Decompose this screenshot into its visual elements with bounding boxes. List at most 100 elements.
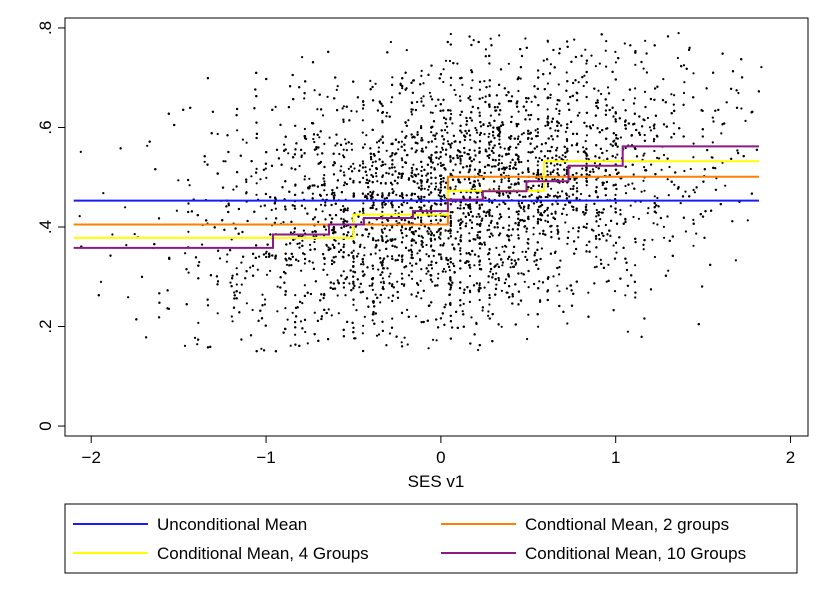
scatter-point xyxy=(609,234,612,237)
scatter-point xyxy=(454,93,457,96)
scatter-point xyxy=(439,253,442,256)
scatter-point xyxy=(198,261,201,264)
scatter-point xyxy=(483,133,486,136)
scatter-point xyxy=(345,183,348,186)
scatter-point xyxy=(361,160,364,163)
scatter-point xyxy=(459,204,462,207)
scatter-point xyxy=(487,310,490,313)
scatter-point xyxy=(640,190,643,193)
scatter-point xyxy=(316,153,319,156)
scatter-point xyxy=(711,116,714,119)
scatter-point xyxy=(587,158,590,161)
scatter-point xyxy=(303,175,307,178)
scatter-point xyxy=(653,149,656,153)
scatter-point xyxy=(437,157,441,160)
scatter-point xyxy=(412,163,415,166)
scatter-point xyxy=(188,184,191,187)
scatter-point xyxy=(508,216,511,219)
scatter-point xyxy=(667,194,670,197)
scatter-point xyxy=(368,284,371,287)
scatter-point xyxy=(419,279,422,282)
scatter-point xyxy=(652,140,656,143)
scatter-point xyxy=(614,168,618,171)
scatter-point xyxy=(304,330,307,334)
scatter-point xyxy=(371,288,374,291)
scatter-point xyxy=(647,207,650,210)
scatter-point xyxy=(510,234,513,237)
scatter-point xyxy=(646,116,650,120)
scatter-point xyxy=(235,267,238,270)
scatter-point xyxy=(407,119,410,122)
scatter-point xyxy=(634,241,637,244)
scatter-point xyxy=(553,178,556,181)
scatter-point xyxy=(484,148,487,151)
scatter-point xyxy=(265,176,268,179)
scatter-point xyxy=(449,84,452,87)
scatter-point xyxy=(434,104,437,107)
scatter-point xyxy=(725,101,728,104)
scatter-point xyxy=(599,258,602,261)
scatter-point xyxy=(371,164,374,167)
scatter-point xyxy=(391,188,394,191)
scatter-point xyxy=(524,225,527,228)
scatter-point xyxy=(520,272,523,275)
scatter-point xyxy=(379,138,382,141)
scatter-point xyxy=(302,229,305,232)
scatter-point xyxy=(304,137,307,140)
scatter-point xyxy=(468,300,471,303)
scatter-point xyxy=(303,97,306,100)
scatter-point xyxy=(478,88,481,91)
scatter-point xyxy=(376,180,379,183)
scatter-point xyxy=(498,34,501,37)
scatter-point xyxy=(342,171,345,174)
scatter-point xyxy=(501,245,504,248)
scatter-point xyxy=(546,165,549,168)
scatter-point xyxy=(102,192,105,195)
scatter-point xyxy=(418,197,421,200)
scatter-point xyxy=(460,131,463,134)
scatter-point xyxy=(400,157,403,160)
scatter-point xyxy=(530,100,533,103)
scatter-point xyxy=(255,193,258,196)
scatter-point xyxy=(409,262,412,265)
scatter-point xyxy=(274,105,277,108)
scatter-point xyxy=(425,272,428,275)
scatter-point xyxy=(345,149,348,152)
scatter-point xyxy=(558,273,561,276)
scatter-point xyxy=(324,228,327,231)
scatter-point xyxy=(325,193,328,196)
scatter-point xyxy=(334,239,337,242)
scatter-point xyxy=(420,125,423,128)
scatter-point xyxy=(478,204,481,207)
scatter-point xyxy=(330,314,333,317)
scatter-point xyxy=(532,233,535,236)
scatter-point xyxy=(449,216,452,220)
scatter-point xyxy=(427,264,430,267)
scatter-point xyxy=(629,204,632,207)
scatter-point xyxy=(524,255,527,258)
scatter-point xyxy=(385,344,388,347)
scatter-point xyxy=(240,283,243,286)
scatter-point xyxy=(241,138,244,141)
scatter-point xyxy=(500,289,503,292)
scatter-point xyxy=(481,96,484,99)
scatter-point xyxy=(498,185,501,188)
scatter-point xyxy=(221,186,225,189)
scatter-point xyxy=(420,221,423,224)
scatter-point xyxy=(519,77,522,80)
scatter-point xyxy=(619,136,623,139)
scatter-point xyxy=(146,144,149,147)
scatter-point xyxy=(558,156,561,159)
scatter-point xyxy=(522,132,525,135)
scatter-point xyxy=(746,219,749,222)
scatter-point xyxy=(493,165,496,168)
scatter-point xyxy=(497,234,501,237)
scatter-point xyxy=(645,71,649,74)
scatter-point xyxy=(672,122,675,125)
scatter-point xyxy=(397,148,400,151)
scatter-point xyxy=(401,226,404,229)
scatter-point xyxy=(284,307,287,310)
scatter-point xyxy=(363,254,366,257)
scatter-point xyxy=(540,218,543,222)
scatter-point xyxy=(498,138,501,141)
